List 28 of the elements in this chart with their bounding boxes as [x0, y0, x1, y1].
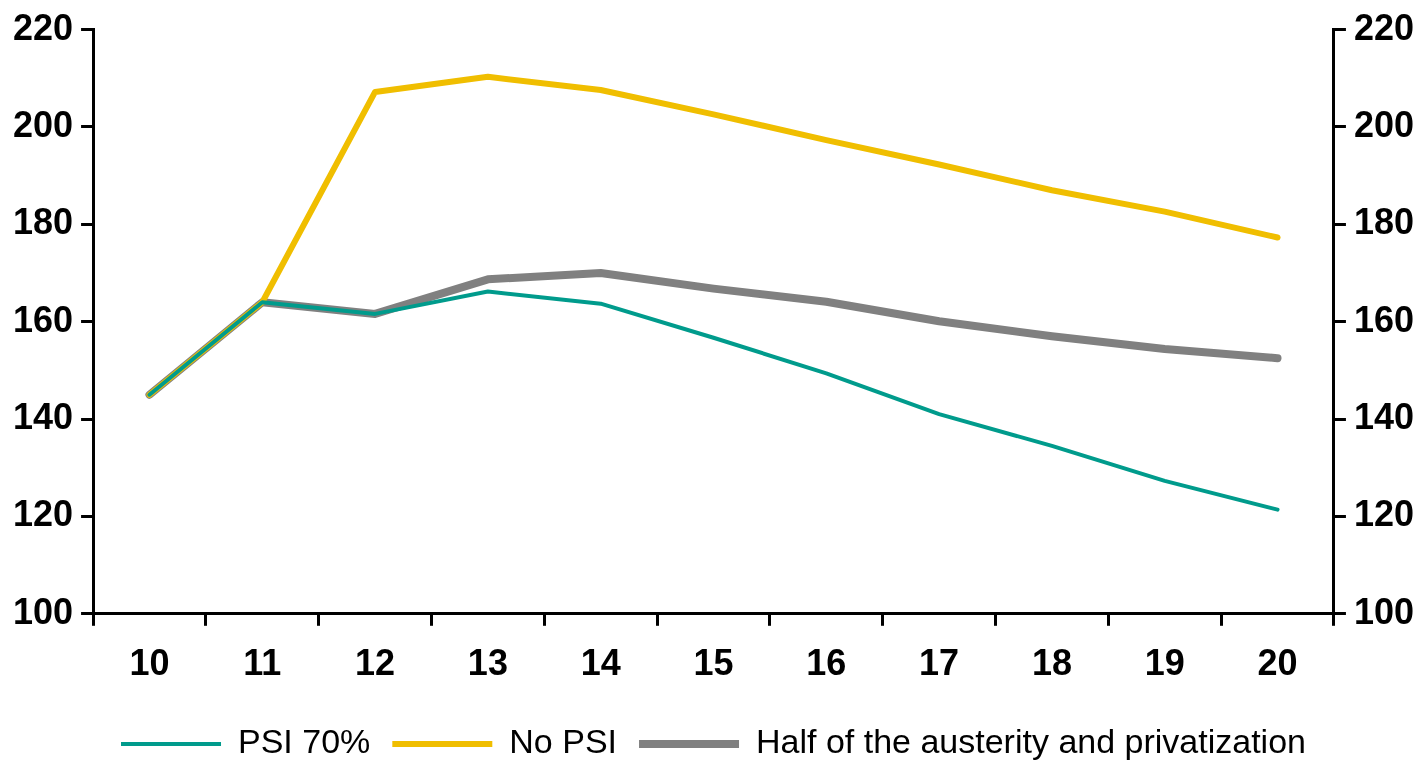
y2-tick-label: 120: [1353, 493, 1415, 535]
y-tick-label: 120: [12, 493, 74, 535]
x-tick-label: 17: [919, 642, 960, 684]
y2-tick-label: 180: [1353, 201, 1415, 243]
y-tick-label: 100: [12, 590, 74, 632]
legend-label: Half of the austerity and privatization: [756, 722, 1306, 761]
x-tick-label: 11: [243, 642, 282, 684]
x-tick-label: 18: [1031, 642, 1072, 684]
y2-tick-label: 200: [1353, 103, 1415, 145]
y-tick-label: 160: [12, 298, 74, 340]
legend-label: No PSI: [509, 722, 618, 761]
y-tick-label: 140: [12, 395, 74, 437]
y-tick-label: 200: [12, 103, 74, 145]
y2-tick-label: 100: [1353, 590, 1415, 632]
y2-tick-label: 160: [1353, 298, 1415, 340]
x-tick-label: 13: [467, 642, 508, 684]
x-tick-label: 16: [806, 642, 847, 684]
legend-label: PSI 70%: [238, 722, 371, 761]
x-tick-label: 10: [129, 642, 170, 684]
y-tick-label: 220: [12, 6, 74, 48]
x-tick-label: 15: [693, 642, 734, 684]
x-tick-label: 19: [1144, 642, 1185, 684]
x-tick-label: 12: [355, 642, 396, 684]
y-tick-label: 180: [12, 201, 74, 243]
x-tick-label: 14: [580, 642, 621, 684]
x-tick-label: 20: [1257, 642, 1298, 684]
y2-tick-label: 140: [1353, 395, 1415, 437]
y2-tick-label: 220: [1353, 6, 1415, 48]
